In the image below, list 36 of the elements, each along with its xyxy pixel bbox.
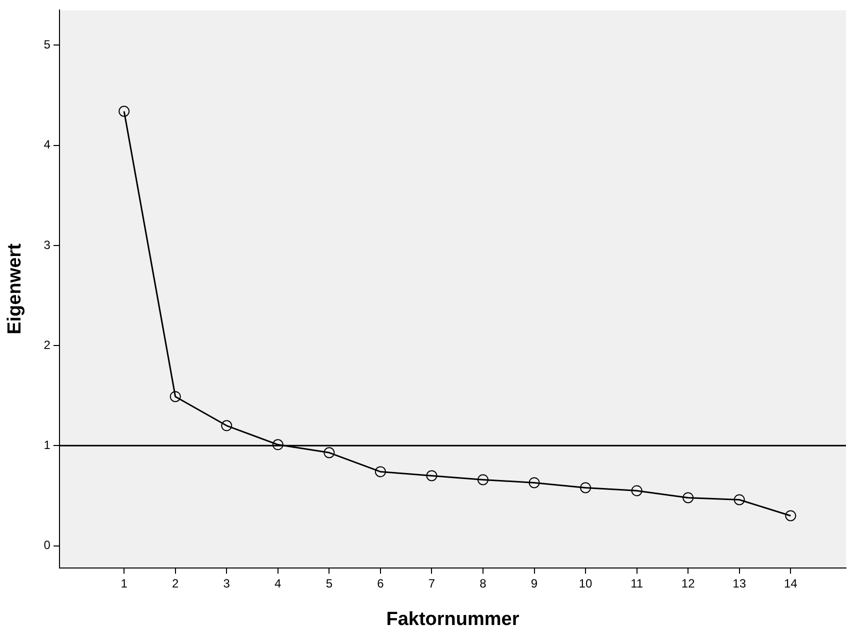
y-tick-label: 3 xyxy=(44,238,51,252)
y-tick-label: 2 xyxy=(44,338,51,352)
point xyxy=(170,391,181,402)
point xyxy=(426,470,438,482)
point xyxy=(528,477,540,488)
point xyxy=(118,106,130,117)
point xyxy=(631,485,642,496)
point xyxy=(324,447,335,458)
x-tick-label: 12 xyxy=(681,576,696,590)
y-tick-label: 5 xyxy=(44,38,51,52)
x-tick-label: 8 xyxy=(480,576,487,590)
point xyxy=(477,474,488,486)
y-tick-label: 0 xyxy=(44,538,51,552)
x-tick-label: 13 xyxy=(732,576,746,590)
x-tick-label: 11 xyxy=(630,576,644,590)
x-tick-label: 6 xyxy=(377,576,384,590)
point xyxy=(682,492,694,504)
x-tick-label: 2 xyxy=(172,576,180,590)
x-axis-title: Faktornummer xyxy=(386,608,520,630)
x-tick-label: 10 xyxy=(578,576,593,590)
x-tick-label: 3 xyxy=(223,576,230,590)
x-tick-label: 1 xyxy=(120,576,128,590)
point xyxy=(374,466,386,478)
x-tick-label: 14 xyxy=(784,576,798,590)
y-tick-label: 1 xyxy=(44,438,51,452)
y-axis-title: Eigenwert xyxy=(4,242,26,334)
y-tick-label: 4 xyxy=(44,138,51,152)
point xyxy=(272,439,284,450)
x-tick-label: 4 xyxy=(274,576,282,590)
x-tick-label: 5 xyxy=(326,576,333,590)
point xyxy=(221,420,232,432)
x-tick-label: 7 xyxy=(428,576,436,590)
point xyxy=(580,482,592,494)
point xyxy=(785,510,796,522)
x-tick-label: 9 xyxy=(530,576,538,590)
point xyxy=(734,494,745,506)
